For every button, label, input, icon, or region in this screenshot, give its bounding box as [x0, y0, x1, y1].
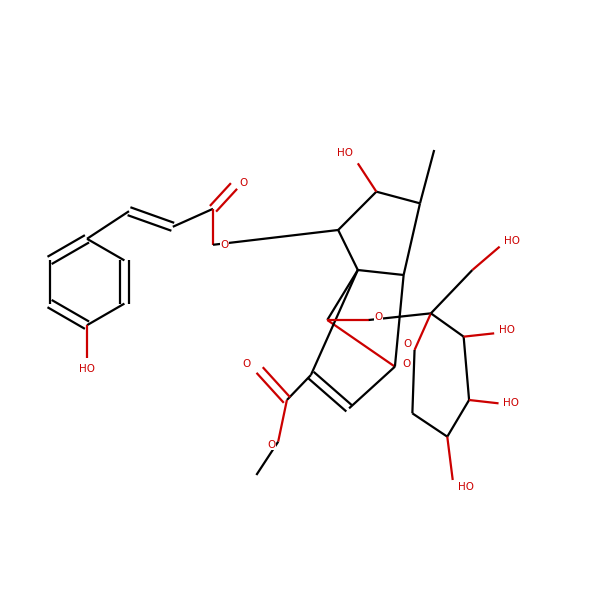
Text: O: O	[267, 440, 275, 449]
Text: O: O	[220, 240, 229, 250]
Text: O: O	[239, 178, 247, 188]
Text: HO: HO	[503, 398, 520, 409]
Text: HO: HO	[505, 236, 520, 245]
Text: O: O	[403, 339, 412, 349]
Text: O: O	[242, 359, 251, 369]
Text: HO: HO	[458, 482, 473, 492]
Text: HO: HO	[337, 148, 353, 158]
Text: O: O	[375, 312, 383, 322]
Text: HO: HO	[79, 364, 95, 374]
Text: O: O	[402, 359, 410, 368]
Text: HO: HO	[499, 325, 515, 335]
